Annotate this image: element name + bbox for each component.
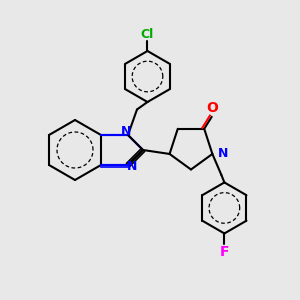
Text: Cl: Cl <box>141 28 154 40</box>
Text: F: F <box>220 245 229 260</box>
Text: O: O <box>206 101 218 115</box>
Text: N: N <box>127 160 138 173</box>
Text: N: N <box>218 148 228 160</box>
Text: N: N <box>121 125 132 138</box>
